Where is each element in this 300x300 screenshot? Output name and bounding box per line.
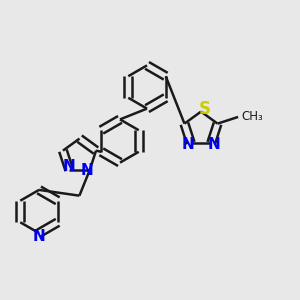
Text: CH₃: CH₃ [241, 110, 263, 123]
Text: N: N [63, 159, 76, 174]
Text: S: S [199, 100, 211, 118]
Text: N: N [182, 137, 194, 152]
Text: N: N [33, 229, 45, 244]
Text: N: N [208, 137, 220, 152]
Text: N: N [81, 163, 94, 178]
